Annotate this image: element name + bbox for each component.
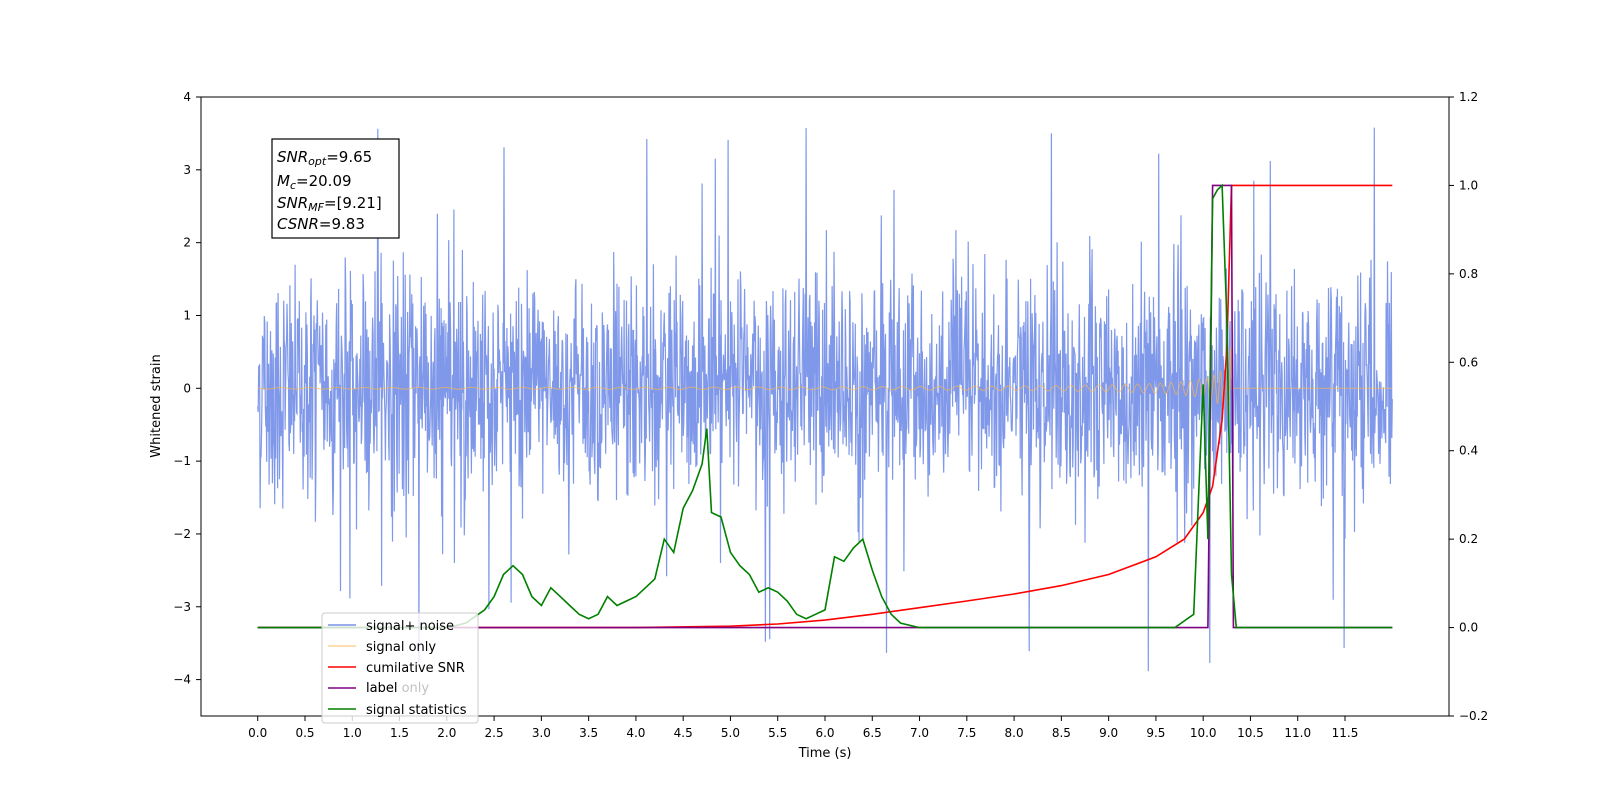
legend-label-label: label bbox=[366, 681, 397, 696]
y-tick-label: 1 bbox=[183, 308, 191, 322]
y2-tick-label: −0.2 bbox=[1459, 709, 1488, 723]
x-tick-label: 3.0 bbox=[532, 726, 551, 740]
x-tick-label: 4.0 bbox=[626, 726, 645, 740]
x-tick-label: 6.5 bbox=[863, 726, 882, 740]
y-tick-label: 3 bbox=[183, 163, 191, 177]
x-tick-label: 2.5 bbox=[485, 726, 504, 740]
x-tick-label: 8.0 bbox=[1005, 726, 1024, 740]
y-tick-label: 0 bbox=[183, 381, 191, 395]
annotation-snr-opt: SNRopt=9.65 bbox=[277, 148, 372, 168]
x-tick-label: 0.0 bbox=[248, 726, 267, 740]
y2-tick-label: 1.0 bbox=[1459, 178, 1478, 192]
x-tick-label: 7.5 bbox=[957, 726, 976, 740]
annotation-frame bbox=[271, 138, 400, 239]
x-tick-label: 11.5 bbox=[1332, 726, 1359, 740]
y-axis-left: 4 3 2 1 0 −1 −2 −3 −4 bbox=[173, 90, 201, 687]
y2-tick-label: 0.6 bbox=[1459, 355, 1478, 369]
y2-tick-label: 0.2 bbox=[1459, 532, 1478, 546]
x-tick-label: 10.0 bbox=[1190, 726, 1217, 740]
legend-label-label-only: label only bbox=[366, 681, 429, 696]
x-tick-label: 6.0 bbox=[815, 726, 834, 740]
x-tick-label: 1.5 bbox=[390, 726, 409, 740]
legend-label-cumulative-snr: cumilative SNR bbox=[366, 661, 465, 676]
y-tick-label: −3 bbox=[173, 600, 191, 614]
annotation-mc: Mc=20.09 bbox=[277, 172, 352, 192]
y2-tick-label: 1.2 bbox=[1459, 90, 1478, 104]
series-signal-noise bbox=[257, 127, 1393, 672]
annotation-box: SNRopt=9.65 Mc=20.09 SNRMF=[9.21] CSNR=9… bbox=[271, 138, 400, 239]
series-signal-statistics bbox=[257, 183, 1393, 629]
legend-label-signal-only: signal only bbox=[366, 640, 436, 655]
series-layer bbox=[257, 127, 1393, 672]
y-axis-right: 1.2 1.0 0.8 0.6 0.4 0.2 0.0 −0.2 bbox=[1449, 90, 1488, 723]
y-tick-label: −1 bbox=[173, 454, 191, 468]
x-tick-label: 2.0 bbox=[437, 726, 456, 740]
x-tick-label: 7.0 bbox=[910, 726, 929, 740]
annotation-snr-mf: SNRMF=[9.21] bbox=[277, 194, 382, 214]
annotation-csnr: CSNR=9.83 bbox=[277, 215, 365, 233]
y-tick-label: −2 bbox=[173, 527, 191, 541]
y2-tick-label: 0.4 bbox=[1459, 444, 1478, 458]
legend-label-signal-statistics: signal statistics bbox=[366, 703, 467, 718]
y2-tick-label: 0.8 bbox=[1459, 267, 1478, 281]
y-tick-label: 2 bbox=[183, 236, 191, 250]
x-tick-label: 4.5 bbox=[674, 726, 693, 740]
y2-tick-label: 0.0 bbox=[1459, 621, 1478, 635]
x-tick-label: 0.5 bbox=[295, 726, 314, 740]
x-axis-title: Time (s) bbox=[798, 746, 852, 761]
y-tick-label: 4 bbox=[183, 90, 191, 104]
x-tick-label: 5.5 bbox=[768, 726, 787, 740]
x-tick-label: 11.0 bbox=[1284, 726, 1311, 740]
legend-label-signal-noise: signal+ noise bbox=[366, 619, 454, 634]
x-tick-label: 1.0 bbox=[343, 726, 362, 740]
series-cumulative-snr bbox=[257, 184, 1393, 629]
y-axis-title: Whitened strain bbox=[149, 354, 164, 457]
legend: signal+ noise signal only cumilative SNR… bbox=[321, 612, 479, 724]
y-tick-label: −4 bbox=[173, 673, 191, 687]
x-tick-label: 9.0 bbox=[1099, 726, 1118, 740]
x-tick-label: 9.5 bbox=[1146, 726, 1165, 740]
x-tick-label: 3.5 bbox=[579, 726, 598, 740]
legend-frame bbox=[321, 612, 479, 724]
x-tick-label: 5.0 bbox=[721, 726, 740, 740]
x-tick-label: 8.5 bbox=[1052, 726, 1071, 740]
x-axis: 0.0 0.5 1.0 1.5 2.0 2.5 3.0 3.5 4.0 4.5 5.0 5.5 6.0 6… bbox=[248, 716, 1358, 740]
x-tick-label: 10.5 bbox=[1237, 726, 1264, 740]
